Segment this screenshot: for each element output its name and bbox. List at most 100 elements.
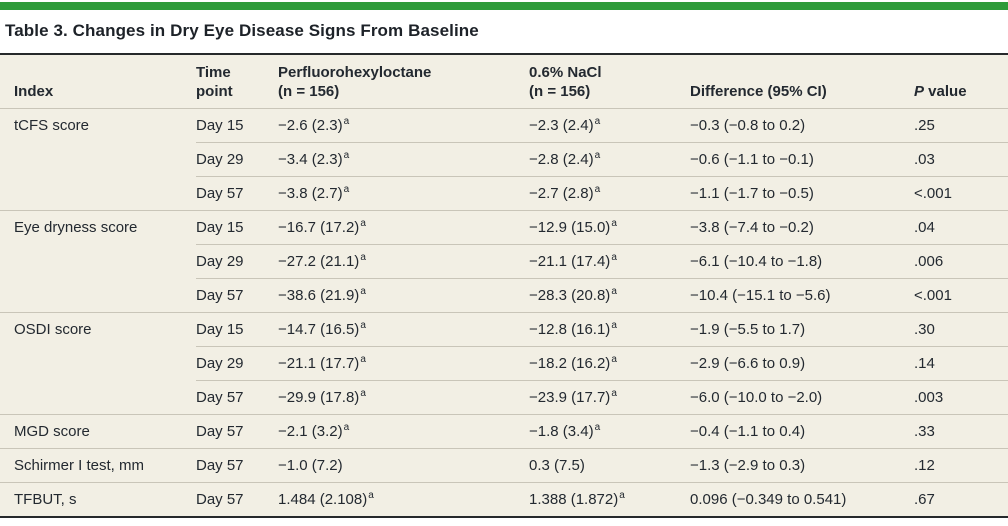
cell-nacl-value: −18.2 (16.2)a <box>529 346 690 380</box>
table-row: Day 57 −29.9 (17.8)a −23.9 (17.7)a −6.0 (−1… <box>0 380 1008 414</box>
cell-nacl-value: −2.3 (2.4)a <box>529 108 690 142</box>
footnote-marker: a <box>611 388 617 399</box>
cell-nacl-value: −28.3 (20.8)a <box>529 278 690 312</box>
cell-time-point: Day 57 <box>196 278 278 312</box>
p-value-italic-p: P <box>914 83 925 100</box>
table-accent-bar <box>0 2 1008 10</box>
table-row: tCFS score Day 15 −2.6 (2.3)a −2.3 (2.4)a −0… <box>0 108 1008 142</box>
column-header-nacl: 0.6% NaCl (n = 156) <box>529 64 602 100</box>
cell-p-value: .03 <box>914 142 1008 176</box>
cell-difference: −10.4 (−15.1 to −5.6) <box>690 278 914 312</box>
cell-index: OSDI score <box>0 312 196 346</box>
column-header-index: Index <box>14 83 54 100</box>
cell-p-value: .33 <box>914 414 1008 448</box>
cell-index <box>0 380 196 413</box>
cell-p-value: .25 <box>914 108 1008 142</box>
cell-perfluorohexyloctane-value: 1.484 (2.108)a <box>278 482 529 516</box>
cell-nacl-value: −2.7 (2.8)a <box>529 176 690 210</box>
cell-time-point: Day 57 <box>196 414 278 448</box>
cell-time-point: Day 57 <box>196 448 278 482</box>
column-header-p-value: P value <box>914 83 967 100</box>
cell-difference: −3.8 (−7.4 to −0.2) <box>690 210 914 244</box>
footnote-marker: a <box>343 116 350 127</box>
table-row: Day 29 −27.2 (21.1)a −21.1 (17.4)a −6.1 (−1… <box>0 244 1008 278</box>
cell-index <box>0 142 196 175</box>
cell-index: TFBUT, s <box>0 482 196 516</box>
cell-perfluorohexyloctane-value: −38.6 (21.9)a <box>278 278 529 312</box>
cell-nacl-value: 0.3 (7.5) <box>529 448 690 482</box>
cell-time-point: Day 57 <box>196 176 278 210</box>
cell-p-value: .12 <box>914 448 1008 482</box>
cell-difference: −6.0 (−10.0 to −2.0) <box>690 380 914 414</box>
cell-perfluorohexyloctane-value: −2.1 (3.2)a <box>278 414 529 448</box>
cell-perfluorohexyloctane-value: −21.1 (17.7)a <box>278 346 529 380</box>
cell-nacl-value: −12.8 (16.1)a <box>529 312 690 346</box>
cell-difference: −6.1 (−10.4 to −1.8) <box>690 244 914 278</box>
footnote-marker: a <box>360 252 366 263</box>
cell-difference: −1.9 (−5.5 to 1.7) <box>690 312 914 346</box>
table-header-row: Index Time point Perfluorohexyloctane (n… <box>0 55 1008 108</box>
data-table: Index Time point Perfluorohexyloctane (n… <box>0 53 1008 518</box>
cell-p-value: .14 <box>914 346 1008 380</box>
cell-p-value: .30 <box>914 312 1008 346</box>
cell-index: tCFS score <box>0 108 196 142</box>
footnote-marker: a <box>360 354 366 365</box>
cell-p-value: <.001 <box>914 176 1008 210</box>
table-row: MGD score Day 57 −2.1 (3.2)a −1.8 (3.4)a −0.… <box>0 414 1008 448</box>
table-row: Day 57 −38.6 (21.9)a −28.3 (20.8)a −10.4 (−… <box>0 278 1008 312</box>
cell-difference: −0.4 (−1.1 to 0.4) <box>690 414 914 448</box>
footnote-marker: a <box>360 388 366 399</box>
cell-index <box>0 176 196 209</box>
footnote-marker: a <box>343 184 350 195</box>
column-header-difference: Difference (95% CI) <box>690 83 827 100</box>
footnote-marker: a <box>594 116 601 127</box>
cell-perfluorohexyloctane-value: −3.4 (2.3)a <box>278 142 529 176</box>
footnote-marker: a <box>594 150 601 161</box>
column-header-perfluorohexyloctane: Perfluorohexyloctane (n = 156) <box>278 64 432 100</box>
cell-time-point: Day 57 <box>196 482 278 516</box>
cell-nacl-value: −2.8 (2.4)a <box>529 142 690 176</box>
cell-perfluorohexyloctane-value: −1.0 (7.2) <box>278 448 529 482</box>
cell-nacl-value: −1.8 (3.4)a <box>529 414 690 448</box>
cell-index: MGD score <box>0 414 196 448</box>
cell-perfluorohexyloctane-value: −14.7 (16.5)a <box>278 312 529 346</box>
cell-time-point: Day 15 <box>196 210 278 244</box>
cell-p-value: .04 <box>914 210 1008 244</box>
footnote-marker: a <box>360 286 366 297</box>
table-row: Day 57 −3.8 (2.7)a −2.7 (2.8)a −1.1 (−1.7 t… <box>0 176 1008 210</box>
cell-index: Schirmer I test, mm <box>0 448 196 482</box>
cell-difference: −2.9 (−6.6 to 0.9) <box>690 346 914 380</box>
column-header-time-point: Time point <box>196 64 233 100</box>
cell-perfluorohexyloctane-value: −16.7 (17.2)a <box>278 210 529 244</box>
footnote-marker: a <box>360 218 366 229</box>
cell-time-point: Day 29 <box>196 346 278 380</box>
cell-nacl-value: −23.9 (17.7)a <box>529 380 690 414</box>
cell-difference: −1.1 (−1.7 to −0.5) <box>690 176 914 210</box>
cell-p-value: <.001 <box>914 278 1008 312</box>
footnote-marker: a <box>611 320 617 331</box>
cell-time-point: Day 15 <box>196 108 278 142</box>
cell-difference: −0.6 (−1.1 to −0.1) <box>690 142 914 176</box>
footnote-marker: a <box>343 422 350 433</box>
table-row: Eye dryness score Day 15 −16.7 (17.2)a −12.… <box>0 210 1008 244</box>
footnote-marker: a <box>594 422 601 433</box>
cell-p-value: .006 <box>914 244 1008 278</box>
footnote-marker: a <box>611 218 617 229</box>
cell-perfluorohexyloctane-value: −29.9 (17.8)a <box>278 380 529 414</box>
cell-nacl-value: −21.1 (17.4)a <box>529 244 690 278</box>
cell-index <box>0 346 196 379</box>
cell-time-point: Day 57 <box>196 380 278 414</box>
footnote-marker: a <box>611 286 617 297</box>
cell-perfluorohexyloctane-value: −2.6 (2.3)a <box>278 108 529 142</box>
footnote-marker: a <box>611 354 617 365</box>
table-body: tCFS score Day 15 −2.6 (2.3)a −2.3 (2.4)a −0… <box>0 108 1008 516</box>
table-row: OSDI score Day 15 −14.7 (16.5)a −12.8 (16.1… <box>0 312 1008 346</box>
footnote-marker: a <box>343 150 350 161</box>
cell-nacl-value: −12.9 (15.0)a <box>529 210 690 244</box>
cell-p-value: .003 <box>914 380 1008 414</box>
cell-difference: 0.096 (−0.349 to 0.541) <box>690 482 914 516</box>
footnote-marker: a <box>611 252 617 263</box>
cell-time-point: Day 29 <box>196 142 278 176</box>
table-title: Table 3. Changes in Dry Eye Disease Sign… <box>5 21 479 40</box>
